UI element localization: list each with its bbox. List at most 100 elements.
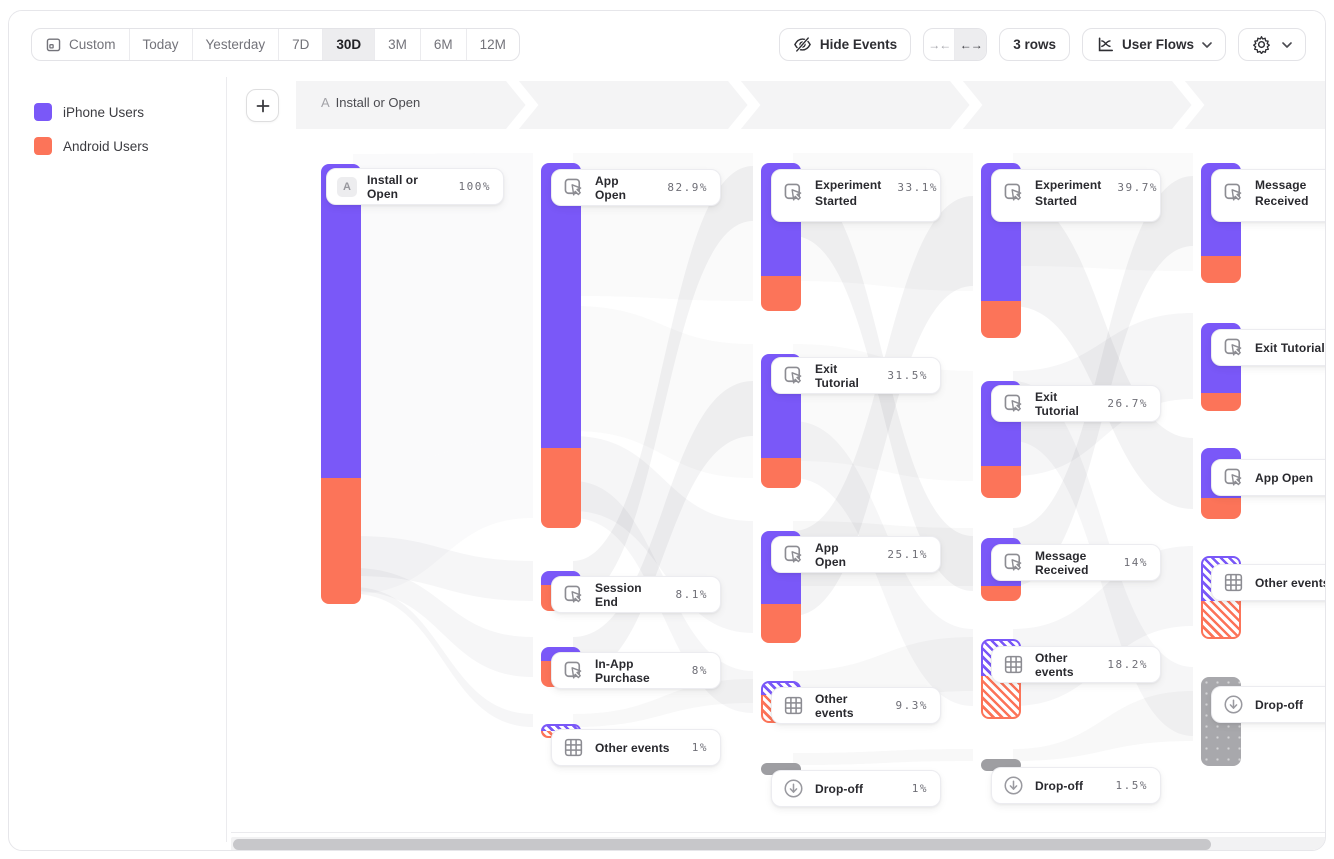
flow-node-label: Experiment Started [815,178,882,208]
android-users-segment [761,458,801,488]
android-users-segment [761,604,801,643]
plus-icon [256,99,269,112]
event-click-icon [1002,392,1025,415]
flow-node-drop-off[interactable]: Drop-off 1% [771,770,941,807]
flow-node-session-end[interactable]: Session End 8.1% [551,576,721,613]
flow-node-label: Message Received [1035,548,1089,577]
flow-node-percentage: 8.1% [675,588,708,601]
flow-node-label: Install or Open [367,172,419,201]
step-header-label[interactable]: A Install or Open [321,95,420,110]
rows-label: 3 rows [1013,37,1056,52]
flow-node-percentage: 18.2% [1107,658,1148,671]
flow-node-drop-off[interactable]: Drop-off 1.5% [991,767,1161,804]
flow-node-experiment-started[interactable]: Experiment Started 33.1% [771,169,941,222]
event-click-icon [562,659,585,682]
date-range-yesterday[interactable]: Yesterday [193,29,280,60]
event-click-icon [1002,181,1025,204]
flow-node-other-events[interactable]: Other events 18.2% [991,646,1161,683]
event-click-icon [562,583,585,606]
android-users-segment [761,276,801,311]
flow-node-percentage: 1% [691,741,708,754]
flow-node-in-app-purchase[interactable]: In-App Purchase 8% [551,652,721,689]
view-label: User Flows [1121,37,1194,52]
step-chevron-separators [506,81,1205,129]
flow-node-other-events[interactable]: Other events [1211,564,1325,601]
event-click-icon [782,543,805,566]
flow-bar-install-or-open[interactable] [321,164,361,604]
step-badge: A [321,95,330,110]
other-events-grid-icon [782,694,805,717]
date-range-3m[interactable]: 3M [375,29,421,60]
gear-icon [1253,36,1270,54]
flow-node-message-received[interactable]: Message Received [1211,169,1325,222]
hide-events-label: Hide Events [819,37,898,52]
event-click-icon [782,181,805,204]
chevron-down-icon [1202,41,1212,48]
legend-item-iphone-users[interactable]: iPhone Users [34,103,149,121]
flow-node-percentage: 100% [458,180,491,193]
flow-node-exit-tutorial[interactable]: Exit Tutorial 26.7% [991,385,1161,422]
date-range-label: 12M [479,37,506,52]
flow-node-label: Other events [815,691,854,720]
flow-node-exit-tutorial[interactable]: Exit Tutorial 31.5% [771,357,941,394]
android-users-segment [1201,393,1241,411]
toolbar-right: Hide Events →← ←→ 3 rows User Flows [778,28,1306,61]
flow-node-label: Drop-off [1035,778,1084,793]
event-click-icon [1222,336,1245,359]
flow-node-drop-off[interactable]: Drop-off [1211,686,1325,723]
flow-node-percentage: 1% [911,782,928,795]
settings-menu-button[interactable] [1238,28,1306,61]
flow-node-experiment-started[interactable]: Experiment Started 39.7% [991,169,1161,222]
date-range-6m[interactable]: 6M [421,29,467,60]
flow-node-percentage: 39.7% [1117,181,1158,194]
flow-bar-exit-tutorial[interactable] [981,381,1021,498]
step-title: Install or Open [335,95,421,110]
date-range-label: 7D [292,37,310,52]
collapse-columns-button[interactable]: →← [924,29,956,60]
android-users-segment [1201,601,1241,639]
event-letter-badge: A [337,176,357,197]
flow-node-label: App Open [1255,470,1314,485]
toolbar: Custom Today Yesterday 7D 30D 3M 6M 12M Hide Ev… [9,11,1325,77]
expand-columns-button[interactable]: ←→ [955,29,987,60]
flow-node-label: Other events [595,740,670,755]
rows-button[interactable]: 3 rows [999,28,1070,61]
horizontal-scrollbar-thumb[interactable] [233,839,1211,850]
add-step-button[interactable] [246,89,279,122]
date-range-7d[interactable]: 7D [279,29,324,60]
hide-events-button[interactable]: Hide Events [778,28,912,61]
flow-node-message-received[interactable]: Message Received 14% [991,544,1161,581]
android-users-segment [981,301,1021,338]
android-users-segment [981,586,1021,601]
sidebar-divider [226,77,227,842]
date-range-30d[interactable]: 30D [323,29,376,60]
user-flows-icon [1098,36,1113,51]
flow-bar-app-open[interactable] [541,163,581,528]
date-range-12m[interactable]: 12M [467,29,519,60]
date-range-label: Custom [69,37,116,52]
flow-node-install-or-open[interactable]: A Install or Open 100% [326,168,504,205]
flow-node-other-events[interactable]: Other events 9.3% [771,687,941,724]
date-range-today[interactable]: Today [130,29,193,60]
flow-node-label: Exit Tutorial [815,361,859,390]
android-users-segment [541,448,581,528]
flow-node-percentage: 82.9% [667,181,708,194]
segment-legend: iPhone Users Android Users [34,103,149,171]
flow-node-percentage: 33.1% [897,181,938,194]
flow-links-graphic [353,166,1193,736]
flow-node-other-events[interactable]: Other events 1% [551,729,721,766]
flow-node-percentage: 14% [1123,556,1148,569]
flow-node-label: Experiment Started [1035,178,1102,208]
flow-node-label: Exit Tutorial [1255,340,1325,355]
flow-node-app-open[interactable]: App Open 25.1% [771,536,941,573]
event-click-icon [562,176,585,199]
event-click-icon [1222,181,1245,204]
flow-node-app-open[interactable]: App Open [1211,459,1325,496]
horizontal-scrollbar[interactable] [231,837,1325,850]
legend-item-android-users[interactable]: Android Users [34,137,149,155]
view-selector[interactable]: User Flows [1081,28,1226,61]
flow-node-app-open[interactable]: App Open 82.9% [551,169,721,206]
flow-node-exit-tutorial[interactable]: Exit Tutorial [1211,329,1325,366]
step-header-band: A Install or Open [296,81,1325,129]
date-range-custom[interactable]: Custom [32,29,130,60]
